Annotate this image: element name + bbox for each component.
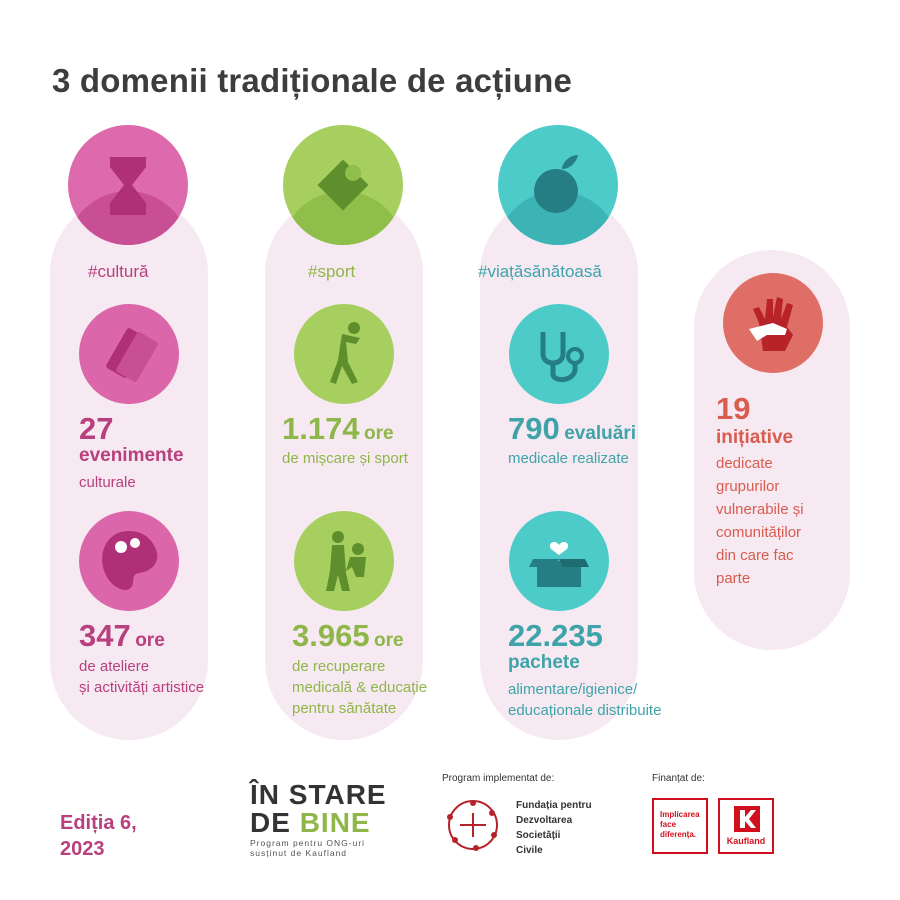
packages-unit: pachete [508,652,580,673]
stethoscope-icon [509,304,609,404]
initiatives-desc-line: comunităților [716,524,802,541]
initiatives-desc-line: din care fac [716,547,794,564]
edition-label: Ediția 6, 2023 [60,812,137,860]
packages-desc2: educaționale distribuite [508,702,662,719]
exercise-person-icon [294,304,394,404]
package-heart-icon [509,511,609,611]
initiatives-desc-line: dedicate [716,455,773,472]
recovery-desc2: medicală & educație [292,679,428,696]
fdsc-name: Fundația pentru Dezvoltarea Societății C… [516,800,592,856]
tickets-icon [79,304,179,404]
page-title: 3 domenii tradiționale de acțiune [52,62,573,99]
kaufland-text: Kaufland [726,836,766,846]
implemented-label: Program implementat de: [442,773,555,784]
health-eval-value: 790 [508,411,560,446]
recovery-desc1: de recuperare [292,658,386,675]
packages-desc1: alimentare/igienice/ [508,681,638,698]
sport-tag: #sport [308,262,356,281]
culture-column-bg [50,195,208,740]
hourglass-icon [68,125,188,245]
culture-hours-value: 347 [79,618,131,653]
culture-events-value: 27 [79,411,114,446]
in-stare-de-bine-logo: ÎN STARE DE BINE Program pentru ONG-uri … [250,779,387,859]
recovery-desc3: pentru sănătate [292,700,397,717]
initiatives-desc-line: vulnerabile și [716,501,804,518]
slogan-box: Implicarea face diferența. [652,798,708,854]
initiatives-desc-line: grupurilor [716,478,780,495]
culture-hours-unit: ore [135,630,165,651]
apple-icon [498,125,618,245]
culture-tag: #cultură [88,262,149,281]
kaufland-k-icon [734,806,760,832]
initiatives-desc-line: parte [716,570,751,587]
culture-events-desc: culturale [79,474,136,491]
culture-events-unit: evenimente [79,445,184,466]
recovery-hours-unit: ore [374,630,404,651]
recovery-hours-value: 3.965 [292,618,370,653]
culture-hours-desc1: de ateliere [79,658,150,675]
health-eval-desc: medicale realizate [508,450,629,467]
sport-hours-unit: ore [364,423,394,444]
initiatives-value: 19 [716,391,751,426]
ball-field-icon [283,125,403,245]
health-tag: #viațăsănătoasă [478,262,602,281]
health-column-bg [480,195,638,740]
culture-hours-desc2: și activități artistice [79,679,205,696]
packages-value: 22.235 [508,618,603,653]
health-eval-unit: evaluări [564,423,637,444]
sport-hours-desc: de mișcare și sport [282,450,408,467]
helping-hands-icon [723,273,823,373]
initiatives-unit: inițiative [716,427,794,448]
recovery-therapy-icon [294,511,394,611]
kaufland-logo: Kaufland [718,798,774,854]
sport-hours-value: 1.174 [282,411,360,446]
palette-icon [79,511,179,611]
financed-label: Finanțat de: [652,773,705,784]
fdsc-logo-icon [440,795,506,855]
sport-column-bg [265,195,423,740]
